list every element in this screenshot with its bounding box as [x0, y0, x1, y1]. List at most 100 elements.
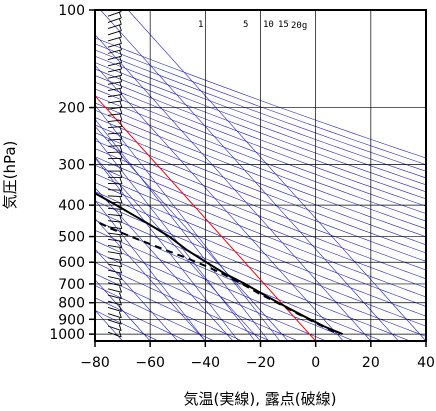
wind-barb: [107, 331, 122, 338]
wind-barb: [107, 132, 122, 135]
wind-barb-flag: [119, 30, 122, 38]
isotherm-lines: [95, 10, 426, 341]
isotherm-line: [95, 156, 261, 341]
wind-barb-flag: [119, 164, 123, 172]
wind-barb-flag: [119, 222, 123, 229]
wind-barb-flag: [119, 215, 123, 223]
wind-barb-flag: [119, 273, 123, 280]
isotherm-line: [95, 248, 178, 341]
dry-adiabat-line: [95, 310, 159, 341]
y-tick-label: 800: [58, 296, 85, 312]
dry-adiabat-line: [95, 182, 426, 317]
wind-barb-flag: [119, 286, 122, 293]
mixing-ratio-label: 20g: [291, 21, 307, 31]
wind-barb: [107, 269, 122, 274]
wind-barb: [107, 220, 122, 223]
wind-barb: [107, 74, 122, 79]
dry-adiabat-line: [95, 219, 383, 341]
wind-barb-flag: [119, 50, 123, 57]
wind-barb-flag: [119, 113, 123, 121]
wind-barb-flag: [119, 254, 123, 261]
dry-adiabat-line: [95, 37, 426, 159]
wind-barb: [107, 300, 122, 306]
wind-barb: [107, 94, 122, 98]
isotherm-line: [95, 126, 289, 341]
wind-barb: [107, 238, 122, 242]
dry-adiabat-line: [95, 55, 426, 179]
dry-adiabat-line: [95, 81, 426, 207]
wind-barb-flag: [119, 145, 123, 153]
y-tick-label: 300: [58, 158, 85, 174]
wind-barb: [107, 251, 122, 255]
wind-barb-flag: [118, 11, 122, 19]
mixing-ratio-label: 15: [278, 20, 289, 30]
adiabat-lines: [95, 37, 426, 341]
wind-barb-flag: [119, 152, 123, 159]
wind-barb-flag: [119, 196, 123, 204]
wind-barb-flag: [119, 81, 123, 89]
dry-adiabat-line: [95, 251, 299, 341]
wind-barb-flag: [119, 267, 123, 274]
y-tick-label: 200: [58, 101, 85, 117]
dry-adiabat-line: [95, 156, 426, 289]
sounding-series: [95, 192, 343, 336]
wind-barb-flag: [119, 260, 123, 267]
wind-barb-flag: [119, 235, 123, 242]
dry-adiabat-line: [95, 95, 426, 222]
wind-barb: [107, 87, 122, 91]
isotherm-line: [95, 187, 234, 341]
wind-barb: [107, 81, 122, 85]
wind-barb: [107, 151, 123, 153]
x-tick-label: 20: [362, 355, 380, 371]
wind-barb-flag: [119, 279, 123, 287]
wind-barbs: [107, 10, 123, 338]
wind-barb: [107, 313, 122, 319]
wind-barb-flag: [118, 18, 122, 25]
wind-barb-flag: [119, 177, 123, 184]
wind-barb: [107, 214, 122, 217]
dry-adiabat-line: [95, 124, 426, 254]
wind-barb: [107, 106, 122, 110]
wind-barb-flag: [118, 330, 122, 338]
wind-barb-flag: [118, 305, 122, 312]
wind-barb-flag: [119, 107, 123, 114]
y-tick-label: 400: [58, 198, 85, 214]
wind-barb-flag: [119, 298, 122, 306]
isotherm-line: [127, 10, 426, 341]
wind-barb-flag: [119, 158, 123, 165]
isotherm-line: [95, 64, 344, 341]
wind-barb: [107, 189, 123, 191]
y-tick-label: 100: [58, 3, 85, 19]
wind-barb-flag: [119, 120, 123, 127]
dry-adiabat-line: [95, 68, 426, 193]
wind-barb: [107, 195, 123, 198]
wind-barb-flag: [119, 228, 123, 236]
wind-barb: [107, 119, 122, 122]
y-tick-label: 500: [58, 230, 85, 246]
wind-barb-flag: [119, 184, 123, 191]
isotherm-line: [95, 279, 151, 341]
wind-barb-flag: [119, 133, 123, 140]
dry-adiabat-line: [95, 49, 426, 172]
dry-adiabat-line: [95, 164, 426, 298]
dry-adiabat-line: [95, 173, 426, 307]
dry-adiabat-line: [95, 43, 426, 165]
wind-barb-flag: [119, 62, 123, 70]
grid-lines: [95, 10, 426, 341]
wind-barb: [107, 207, 122, 210]
y-axis-title: 気圧(hPa): [1, 141, 19, 210]
wind-barb: [107, 294, 122, 300]
wind-barb-flag: [119, 88, 123, 95]
mixing-ratio-line: [95, 136, 256, 341]
wind-barb: [107, 201, 122, 204]
x-tick-label: −20: [246, 355, 276, 371]
y-tick-label: 900: [58, 312, 85, 328]
wind-barb: [107, 100, 122, 104]
dry-adiabat-line: [95, 273, 243, 341]
dry-adiabat-line: [95, 262, 271, 341]
wind-barb: [107, 263, 122, 268]
wind-barb: [107, 275, 122, 280]
